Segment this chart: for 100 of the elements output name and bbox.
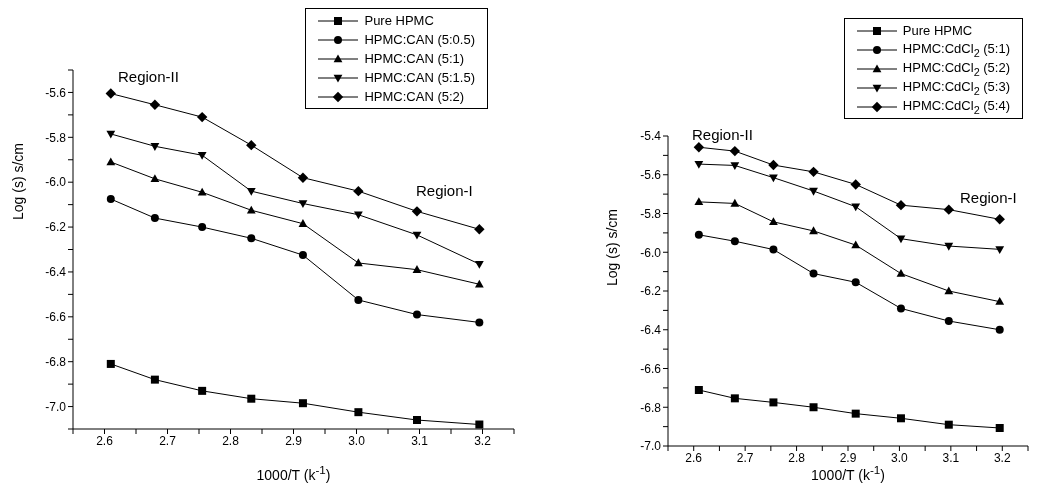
x-tick-label: 2.8	[788, 450, 806, 465]
point	[769, 174, 778, 183]
point	[944, 420, 953, 429]
point	[995, 423, 1004, 432]
x-axis-title: 1000/T (k$^{-1}$)	[255, 463, 332, 483]
x-tick-label: 2.9	[285, 433, 303, 448]
point	[769, 398, 778, 407]
y-tick-label: -5.8	[640, 206, 662, 221]
point	[106, 157, 116, 166]
y-tick-label: -5.8	[45, 130, 67, 145]
legend-label: HPMC:CdCl$_{2}$ (5:4)	[902, 97, 1010, 116]
x-tick-label: 2.7	[736, 450, 754, 465]
point	[730, 394, 739, 403]
point	[197, 152, 207, 160]
point	[198, 223, 207, 232]
legend-label: Pure HPMC	[902, 23, 973, 38]
x-tick-label: 3.1	[411, 433, 429, 448]
annotation: Region-II	[692, 126, 753, 143]
point	[149, 99, 161, 110]
point	[769, 217, 778, 226]
point	[895, 199, 907, 211]
point	[353, 185, 364, 197]
point	[298, 399, 307, 408]
x-tick-label: 2.8	[222, 433, 240, 448]
annotation: Region-II	[118, 68, 179, 85]
point	[246, 139, 257, 151]
point	[106, 359, 115, 368]
x-tick-label: 2.6	[685, 450, 703, 465]
x-tick-label: 2.7	[159, 433, 177, 448]
point	[298, 200, 308, 209]
x-tick-label: 3.0	[348, 433, 366, 448]
point	[943, 204, 954, 215]
point	[896, 235, 906, 244]
point	[809, 187, 818, 196]
point	[297, 172, 309, 183]
point	[412, 310, 421, 319]
point	[475, 318, 484, 327]
point	[475, 420, 484, 429]
point	[730, 162, 740, 171]
y-tick-label: -6.4	[45, 265, 67, 280]
legend-label: HPMC:CAN (5:2)	[364, 89, 465, 104]
point	[474, 224, 485, 235]
legend-label: Pure HPMC	[364, 13, 434, 28]
annotation: Region-I	[960, 189, 1017, 206]
x-axis-title: 1000/T (k$^{-1}$)	[810, 463, 886, 483]
point	[150, 214, 159, 223]
point	[768, 159, 779, 171]
point	[851, 278, 860, 287]
x-tick-label: 2.9	[839, 450, 857, 465]
point	[247, 234, 256, 243]
y-tick-label: -6.0	[640, 245, 662, 260]
point	[694, 197, 704, 206]
legend-label: HPMC:CAN (5:0.5)	[364, 32, 475, 47]
point	[247, 394, 256, 403]
point	[198, 386, 207, 395]
annotation: Region-I	[416, 182, 473, 199]
legend-label: HPMC:CAN (5:1.5)	[364, 70, 475, 85]
point	[994, 214, 1005, 225]
point	[896, 414, 905, 423]
point	[851, 240, 861, 249]
y-tick-label: -5.6	[45, 85, 67, 100]
point	[353, 258, 363, 267]
point	[246, 187, 256, 196]
y-tick-label: -6.6	[45, 310, 67, 325]
point	[411, 206, 423, 217]
point	[354, 295, 363, 304]
point	[809, 269, 818, 278]
point	[412, 265, 422, 273]
y-tick-label: -7.0	[45, 399, 67, 414]
x-tick-label: 3.0	[891, 450, 909, 465]
legend-label: HPMC:CdCl$_{2}$ (5:3)	[902, 78, 1010, 97]
x-tick-label: 2.6	[96, 433, 114, 448]
y-tick-label: -5.6	[640, 168, 662, 183]
y-tick-label: -6.0	[45, 175, 67, 190]
y-tick-label: -6.8	[45, 354, 67, 369]
point	[354, 408, 363, 417]
legend-label: HPMC:CdCl$_{2}$ (5:2)	[902, 59, 1010, 78]
point	[106, 130, 116, 139]
point	[896, 268, 906, 277]
y-tick-label: -6.8	[640, 400, 662, 415]
legend-label: HPMC:CdCl$_{2}$ (5:1)	[902, 40, 1010, 59]
y-tick-label: -6.2	[640, 284, 662, 299]
point	[995, 246, 1005, 254]
point	[474, 260, 484, 269]
point	[729, 145, 741, 157]
point	[850, 179, 861, 190]
point	[995, 297, 1005, 305]
y-tick-label: -6.2	[45, 220, 67, 235]
point	[150, 375, 159, 384]
point	[694, 230, 703, 239]
x-tick-label: 3.1	[942, 450, 960, 465]
point	[412, 416, 421, 425]
point	[769, 245, 778, 254]
point	[944, 242, 954, 251]
point	[995, 325, 1004, 334]
y-tick-label: -6.6	[640, 361, 662, 376]
point	[412, 231, 422, 240]
point	[298, 219, 308, 227]
y-tick-label: -5.4	[640, 129, 662, 144]
point	[809, 403, 818, 412]
